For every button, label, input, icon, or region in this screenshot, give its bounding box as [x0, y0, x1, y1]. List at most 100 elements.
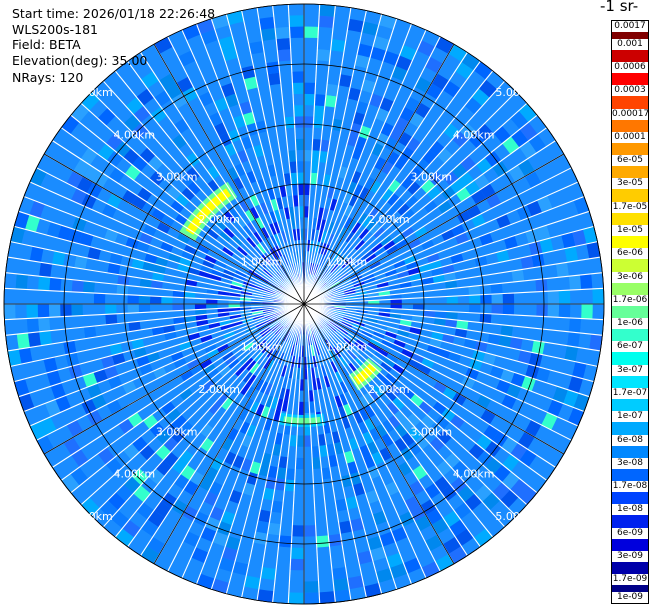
ppi-cell [281, 267, 289, 279]
range-label: 2.00km [198, 213, 240, 226]
ppi-cell [185, 166, 201, 182]
ppi-cell [271, 246, 280, 259]
ppi-cell [246, 271, 259, 280]
ppi-cell [235, 215, 247, 228]
ppi-cell [479, 232, 494, 246]
azimuth-line-150 [153, 43, 455, 565]
ppi-cell [181, 187, 196, 201]
ppi-cell [389, 384, 402, 398]
ppi-cell [230, 284, 243, 291]
ppi-cell [71, 449, 89, 468]
ppi-cell [561, 232, 576, 249]
ppi-cell [353, 281, 366, 288]
colorbar-tick-label: 6e-06 [612, 248, 648, 260]
ppi-cell [99, 500, 119, 519]
ppi-cell [386, 193, 400, 207]
ppi-cell [403, 557, 422, 574]
ppi-cell [264, 383, 273, 396]
ppi-cell [455, 187, 471, 202]
ppi-cell [210, 268, 224, 278]
ppi-cell [471, 88, 490, 107]
ppi-cell [246, 221, 257, 234]
ppi-cell [138, 304, 151, 313]
ppi-cell [518, 103, 538, 123]
ppi-cell [318, 150, 329, 163]
ppi-cell [29, 421, 47, 441]
ppi-cell [107, 262, 121, 275]
ppi-cell [233, 348, 246, 359]
ppi-cell [224, 93, 240, 108]
ppi-cell [357, 212, 369, 225]
ray-gap [303, 70, 494, 305]
ppi-cell [272, 221, 281, 234]
ppi-cell [362, 249, 375, 260]
ppi-cell [227, 427, 240, 442]
ppi-cell [49, 277, 62, 292]
ppi-cell [352, 411, 364, 425]
ppi-cell [387, 414, 401, 429]
ppi-cell [125, 97, 144, 115]
ppi-cell [323, 375, 331, 388]
ppi-cell [317, 230, 324, 243]
ppi-cell [493, 125, 511, 144]
ppi-cell [367, 341, 380, 352]
range-label: 1.00km [241, 256, 283, 269]
ray-gap [195, 23, 305, 305]
ppi-cell [232, 561, 249, 576]
ppi-cell [325, 83, 339, 97]
ppi-cell [276, 326, 285, 337]
ppi-cell [333, 107, 346, 121]
ppi-cell [269, 320, 280, 329]
ppi-cell [304, 26, 319, 39]
ppi-cell [312, 138, 322, 151]
ppi-cell [365, 219, 377, 232]
ppi-cell [443, 170, 459, 186]
ppi-cell [330, 39, 346, 53]
ppi-cell [218, 557, 236, 573]
ppi-cell [304, 194, 310, 207]
ppi-cell [345, 29, 362, 44]
ppi-cell [326, 233, 335, 246]
ppi-cell [176, 76, 194, 93]
ppi-cell [361, 79, 376, 94]
ppi-cell [340, 277, 352, 286]
ppi-cell [369, 180, 382, 194]
ppi-cell [320, 269, 329, 280]
ppi-cell [292, 195, 299, 207]
ray-gap [5, 303, 305, 336]
ppi-cell [503, 235, 518, 250]
ppi-cell [419, 66, 438, 84]
ppi-cell [242, 357, 254, 369]
ray-gap [303, 241, 598, 305]
ppi-cell [245, 325, 257, 334]
ppi-cell [243, 76, 258, 91]
ppi-cell [261, 452, 272, 466]
ppi-cell [463, 338, 477, 350]
ppi-cell [276, 271, 285, 282]
ppi-cell [351, 344, 363, 355]
ray-gap [303, 18, 398, 305]
ppi-cell [273, 274, 283, 284]
ppi-cell [277, 546, 292, 559]
colorbar-tick-label: 3e-06 [612, 271, 648, 283]
ppi-cell [161, 401, 176, 416]
ppi-cell [381, 188, 394, 202]
ppi-cell [304, 525, 317, 537]
ppi-cell [156, 429, 172, 445]
ppi-cell [55, 395, 71, 413]
ppi-cell [316, 49, 331, 62]
ray-gap [10, 241, 305, 305]
ppi-cell [480, 294, 492, 304]
ppi-cell [341, 367, 352, 380]
ppi-cell [298, 401, 304, 414]
ppi-cell [312, 457, 322, 470]
ppi-cell [101, 355, 115, 369]
ppi-cell [203, 363, 216, 375]
ppi-cell [320, 255, 329, 267]
ppi-cell [274, 478, 286, 491]
ppi-cell [295, 138, 304, 151]
ppi-cell [433, 381, 448, 394]
ppi-grid-layer [3, 3, 605, 605]
ppi-cell [338, 74, 353, 88]
ppi-cell [271, 443, 282, 457]
